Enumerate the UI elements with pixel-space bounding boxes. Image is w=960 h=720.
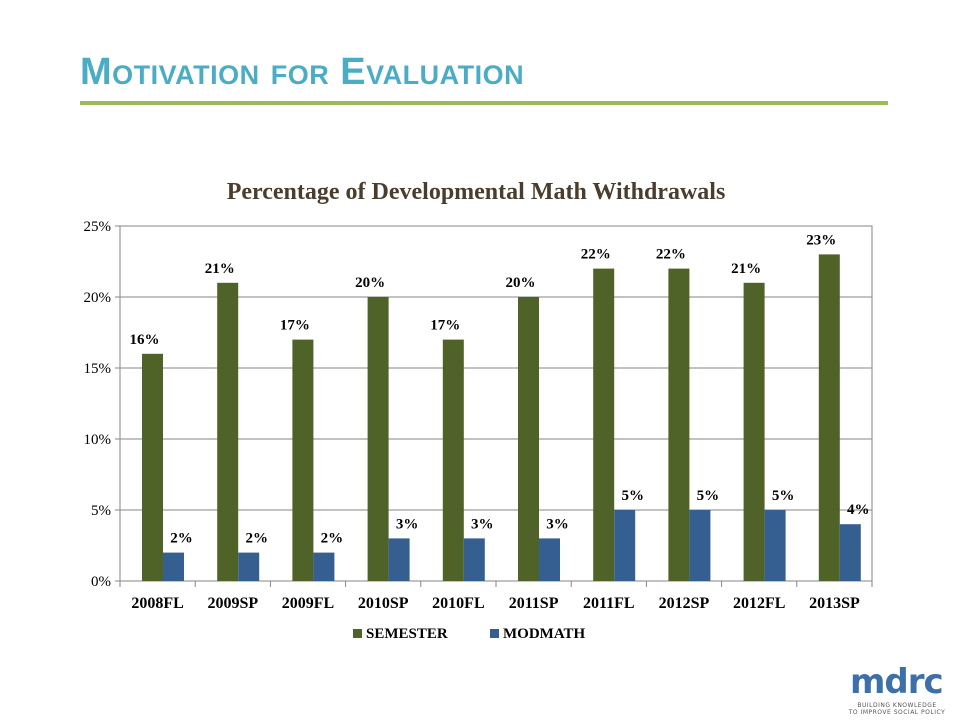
data-label-modmath: 5%	[772, 488, 795, 504]
bar-modmath	[614, 510, 636, 581]
slide-title: Motivation for Evaluation	[80, 51, 525, 93]
x-tick-label: 2010FL	[432, 595, 484, 612]
data-label-semester: 17%	[280, 318, 310, 334]
bar-semester	[668, 268, 690, 581]
data-label-semester: 23%	[806, 232, 836, 248]
y-tick-label: 5%	[91, 503, 111, 519]
data-label-modmath: 2%	[245, 531, 268, 547]
x-axis: 2008FL 2009SP 2009FL 2010SP 2010FL 2011SP 2011…	[119, 581, 873, 612]
chart-title: Percentage of Developmental Math Withdra…	[227, 179, 726, 205]
x-tick-label: 2008FL	[131, 595, 183, 612]
x-tick-label: 2012SP	[659, 595, 710, 612]
bar-modmath	[388, 538, 410, 581]
x-tick-label: 2011FL	[583, 595, 635, 612]
y-tick-label: 0%	[91, 574, 111, 590]
data-label-modmath: 3%	[471, 516, 494, 532]
bar-semester	[217, 282, 239, 581]
bar-semester	[442, 339, 464, 581]
bar-modmath	[163, 552, 184, 581]
x-tick-label: 2011SP	[509, 595, 559, 612]
x-tick-label: 2009FL	[282, 595, 334, 612]
logo-tagline-line-2: TO IMPROVE SOCIAL POLICY	[848, 709, 946, 716]
bar-semester	[818, 254, 840, 581]
data-label-modmath: 2%	[321, 531, 344, 547]
title-underline	[80, 101, 888, 105]
logo-tagline-line-1: BUILDING KNOWLEDGE	[857, 702, 937, 709]
data-label-semester: 16%	[130, 332, 160, 348]
bar-semester	[367, 297, 389, 581]
data-label-semester: 20%	[355, 275, 385, 291]
x-tick-label: 2012FL	[733, 595, 785, 612]
bar-semester	[593, 268, 615, 581]
logo-wordmark: mdrc	[850, 662, 944, 702]
legend-label-semester: SEMESTER	[366, 626, 448, 642]
bar-modmath	[313, 552, 335, 581]
legend: SEMESTER MODMATH	[353, 626, 586, 642]
logo-tagline: BUILDING KNOWLEDGE TO IMPROVE SOCIAL POL…	[838, 702, 956, 716]
mdrc-logo: mdrc BUILDING KNOWLEDGE TO IMPROVE SOCIA…	[838, 662, 956, 718]
bars: 16% 2% 21% 2% 17% 2% 20% 3% 17% 3% 20% 3% 22% 5% 22% 5%…	[130, 232, 870, 581]
y-tick-label: 20%	[84, 290, 112, 306]
y-tick-label: 15%	[84, 361, 112, 377]
data-label-modmath: 4%	[847, 502, 870, 518]
x-tick-label: 2013SP	[809, 595, 860, 612]
bar-semester	[743, 282, 765, 581]
legend-label-modmath: MODMATH	[503, 626, 586, 642]
bar-semester	[518, 297, 539, 581]
data-label-semester: 21%	[731, 261, 761, 277]
bar-modmath	[839, 524, 861, 581]
y-axis: 0% 5% 10% 15% 20% 25%	[84, 219, 120, 590]
data-label-modmath: 3%	[546, 516, 569, 532]
data-label-modmath: 2%	[170, 531, 193, 547]
data-label-semester: 21%	[205, 261, 235, 277]
data-label-semester: 22%	[656, 247, 686, 263]
data-label-modmath: 5%	[697, 488, 720, 504]
data-label-modmath: 3%	[396, 516, 419, 532]
bar-modmath	[689, 510, 711, 581]
legend-swatch-semester	[353, 629, 362, 638]
y-tick-label: 10%	[84, 432, 112, 448]
bar-modmath	[539, 538, 560, 581]
legend-swatch-modmath	[490, 629, 499, 638]
x-tick-label: 2010SP	[358, 595, 409, 612]
data-label-semester: 17%	[430, 318, 460, 334]
bar-modmath	[764, 510, 786, 581]
data-label-semester: 20%	[506, 275, 536, 291]
data-label-modmath: 5%	[621, 488, 644, 504]
data-label-semester: 22%	[581, 247, 611, 263]
bar-semester	[292, 339, 314, 581]
y-tick-label: 25%	[84, 219, 112, 235]
bar-semester	[142, 353, 163, 581]
bar-modmath	[463, 538, 485, 581]
bar-modmath	[238, 552, 260, 581]
x-tick-label: 2009SP	[207, 595, 258, 612]
